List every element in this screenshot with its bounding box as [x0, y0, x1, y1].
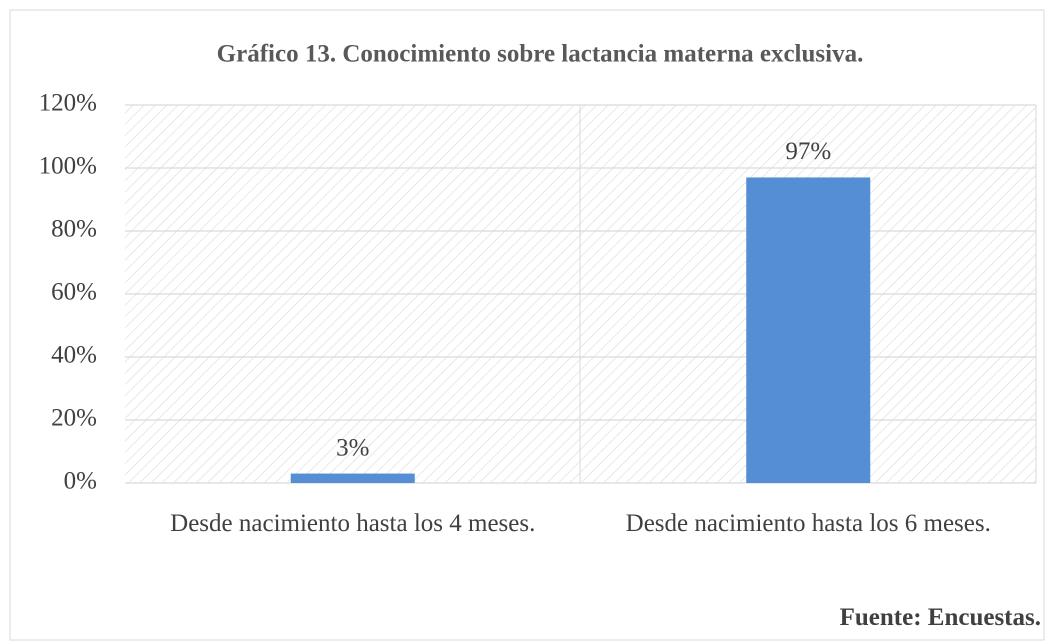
y-tick-label: 40%: [51, 342, 97, 369]
source-note: Fuente: Encuestas.: [839, 604, 1041, 631]
chart-title: Gráfico 13. Conocimiento sobre lactancia…: [217, 41, 864, 68]
x-tick-label: Desde nacimiento hasta los 4 meses.: [170, 510, 536, 537]
bar: [746, 177, 871, 483]
data-label: 3%: [336, 434, 369, 461]
y-tick-label: 100%: [39, 153, 97, 180]
y-tick-label: 80%: [51, 216, 97, 243]
y-tick-label: 120%: [39, 90, 97, 117]
x-tick-label: Desde nacimiento hasta los 6 meses.: [625, 510, 991, 537]
data-label: 97%: [785, 138, 831, 165]
y-tick-label: 0%: [64, 468, 97, 495]
y-tick-label: 60%: [51, 279, 97, 306]
bar: [290, 473, 415, 483]
y-tick-label: 20%: [51, 405, 97, 432]
